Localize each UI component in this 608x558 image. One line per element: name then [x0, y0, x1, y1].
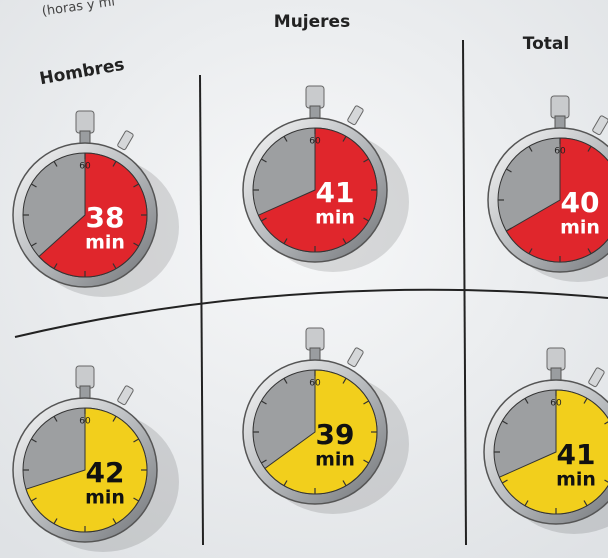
crown [306, 328, 324, 350]
crown [76, 111, 94, 133]
time-unit: min [315, 207, 355, 229]
crown [306, 86, 324, 108]
infographic: (horas y mi HombresMujeresTotal6038min60… [0, 0, 608, 558]
time-value: 40 [561, 186, 600, 219]
dial-max-label: 60 [554, 147, 566, 157]
time-unit: min [85, 232, 125, 254]
time-unit: min [556, 469, 596, 491]
dial-max-label: 60 [79, 417, 91, 427]
dial-max-label: 60 [309, 137, 321, 147]
time-value: 39 [316, 418, 355, 451]
time-unit: min [560, 217, 600, 239]
time-value: 41 [557, 438, 596, 471]
column-header: Mujeres [274, 12, 350, 32]
crown [76, 366, 94, 388]
time-value: 42 [86, 456, 125, 489]
time-value: 41 [316, 176, 355, 209]
column-header: Total [523, 34, 569, 54]
time-unit: min [315, 449, 355, 471]
time-unit: min [85, 487, 125, 509]
dial-max-label: 60 [550, 399, 562, 409]
dial-max-label: 60 [309, 379, 321, 389]
crown [547, 348, 565, 370]
crown [551, 96, 569, 118]
dial-max-label: 60 [79, 162, 91, 172]
time-value: 38 [86, 201, 125, 234]
